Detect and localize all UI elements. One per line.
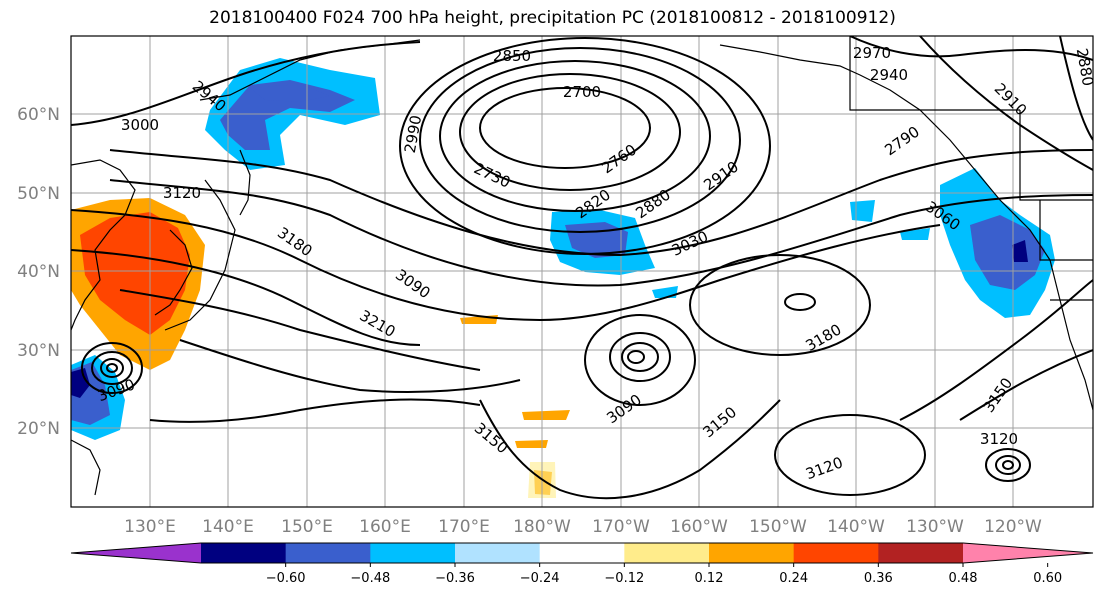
lon-label: 150°W: [749, 517, 807, 537]
map-frame: [70, 35, 1094, 508]
colorbar-tick-label: 0.12: [695, 571, 724, 586]
lon-label: 130°W: [906, 517, 964, 537]
lon-label: 180°W: [513, 517, 571, 537]
lat-label: 20°N: [17, 419, 60, 439]
graticule: [71, 36, 1093, 507]
lon-label: 160°E: [359, 517, 411, 537]
colorbar-tick-label: −0.48: [350, 571, 390, 586]
colorbar-segment: [285, 543, 371, 563]
latitude-labels: 60°N 50°N 40°N 30°N 20°N: [17, 105, 60, 439]
contour-labels: 2850 2700 2970 2940 2880 2910 2940 3000 …: [95, 44, 1097, 483]
contour-label: 3120: [980, 430, 1018, 448]
lat-label: 30°N: [17, 341, 60, 361]
contour-label: 2970: [853, 44, 891, 62]
colorbar-tick-label: −0.36: [435, 571, 475, 586]
colorbar-tick-label: −0.60: [266, 571, 306, 586]
lon-label: 150°E: [281, 517, 333, 537]
lat-label: 40°N: [17, 262, 60, 282]
lon-label: 140°E: [202, 517, 254, 537]
lat-label: 50°N: [17, 184, 60, 204]
lat-label: 60°N: [17, 105, 60, 125]
colorbar-segment: [878, 543, 964, 563]
colorbar-segment: [624, 543, 710, 563]
colorbar-segment: [793, 543, 879, 563]
colorbar-tick-label: −0.12: [604, 571, 644, 586]
lon-label: 160°W: [670, 517, 728, 537]
colorbar-tick-label: 0.24: [779, 571, 808, 586]
colorbar-segment: [455, 543, 541, 563]
colorbar-segment: [201, 543, 287, 563]
lon-label: 170°W: [592, 517, 650, 537]
colorbar-segment: [539, 543, 625, 563]
colorbar-segment: [709, 543, 795, 563]
colorbar-tick-label: 0.36: [864, 571, 893, 586]
contour-label: 3120: [163, 184, 201, 202]
colorbar-tick-label: −0.24: [520, 571, 560, 586]
lon-label: 130°E: [124, 517, 176, 537]
colorbar-outline: [70, 542, 1094, 564]
contour-label: 2850: [493, 47, 531, 65]
colorbar: −0.60 −0.48 −0.36 −0.24 −0.12 0.12 0.24 0.36 0.4…: [70, 542, 1094, 586]
lon-label: 140°W: [827, 517, 885, 537]
colorbar-extend-high: [963, 543, 1093, 563]
lon-label: 120°W: [984, 517, 1042, 537]
colorbar-tick-label: 0.60: [1033, 571, 1062, 586]
height-contours: [71, 36, 1093, 500]
lon-label: 170°E: [438, 517, 490, 537]
colorbar-extend-low: [71, 543, 201, 563]
longitude-labels: 130°E 140°E 150°E 160°E 170°E 180°W 170°…: [124, 517, 1042, 537]
map-title: 2018100400 F024 700 hPa height, precipit…: [209, 8, 896, 28]
colorbar-tick-label: 0.48: [949, 571, 978, 586]
colorbar-segment: [370, 543, 456, 563]
contour-label: 3000: [121, 116, 159, 134]
contour-label: 2940: [870, 66, 908, 84]
contour-label: 2700: [563, 83, 601, 101]
